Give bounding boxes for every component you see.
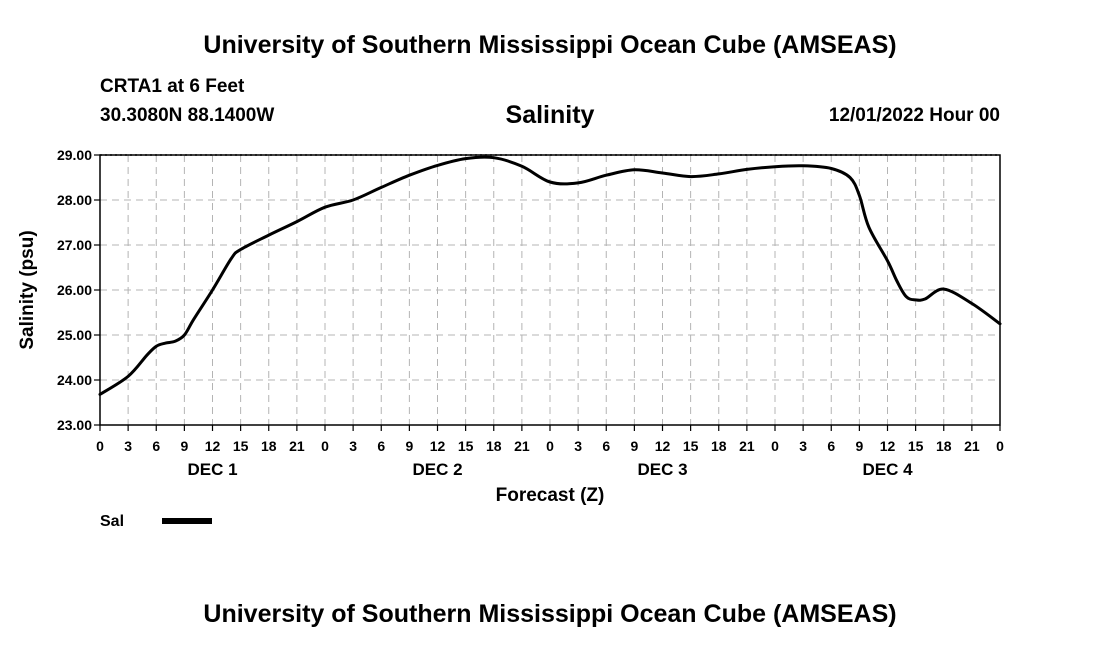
header-title: University of Southern Mississippi Ocean… xyxy=(203,31,897,59)
y-tick-label: 23.00 xyxy=(57,417,92,433)
axis-labels: 0 3 6 9 12 15 18 21 0 3 6 9 12 15 18 21 0 3 6 9 12 15 18 21 0 3 6 9… xyxy=(17,147,1004,506)
x-tick-label: 3 xyxy=(799,438,807,454)
x-tick-label: 9 xyxy=(855,438,863,454)
x-tick-label: 18 xyxy=(936,438,952,454)
x-tick-label: 12 xyxy=(205,438,221,454)
x-tick-label: 9 xyxy=(180,438,188,454)
y-tick-label: 24.00 xyxy=(57,372,92,388)
x-tick-label: 15 xyxy=(458,438,474,454)
x-tick-label: 18 xyxy=(711,438,727,454)
x-tick-label: 12 xyxy=(430,438,446,454)
day-label: DEC 2 xyxy=(412,460,462,479)
x-tick-label: 0 xyxy=(771,438,779,454)
axis-ticks xyxy=(94,154,1001,431)
x-tick-label: 0 xyxy=(321,438,329,454)
x-tick-label: 3 xyxy=(124,438,132,454)
x-tick-label: 15 xyxy=(683,438,699,454)
x-tick-label: 6 xyxy=(152,438,160,454)
x-tick-label: 21 xyxy=(514,438,530,454)
coordinates-label: 30.3080N 88.1400W xyxy=(100,105,275,126)
x-tick-label: 6 xyxy=(827,438,835,454)
y-tick-label: 29.00 xyxy=(57,147,92,163)
x-tick-label: 18 xyxy=(261,438,277,454)
x-tick-label: 9 xyxy=(405,438,413,454)
day-label: DEC 4 xyxy=(862,460,913,479)
x-tick-label: 6 xyxy=(602,438,610,454)
x-tick-label: 21 xyxy=(739,438,755,454)
legend-label: Sal xyxy=(100,513,124,530)
x-tick-label: 12 xyxy=(655,438,671,454)
chart-title: Salinity xyxy=(505,101,595,129)
x-tick-label: 9 xyxy=(630,438,638,454)
x-tick-label: 0 xyxy=(546,438,554,454)
x-tick-label: 21 xyxy=(289,438,305,454)
station-label: CRTA1 at 6 Feet xyxy=(100,76,245,97)
x-tick-label: 0 xyxy=(96,438,104,454)
x-axis-title: Forecast (Z) xyxy=(496,485,605,506)
x-tick-label: 6 xyxy=(377,438,385,454)
x-tick-label: 12 xyxy=(880,438,896,454)
y-tick-label: 25.00 xyxy=(57,327,92,343)
y-tick-label: 28.00 xyxy=(57,192,92,208)
x-tick-label: 3 xyxy=(574,438,582,454)
day-label: DEC 3 xyxy=(637,460,687,479)
day-label: DEC 1 xyxy=(187,460,237,479)
x-tick-label: 18 xyxy=(486,438,502,454)
salinity-series-line xyxy=(98,155,1002,396)
x-tick-label: 0 xyxy=(996,438,1004,454)
x-tick-label: 21 xyxy=(964,438,980,454)
y-tick-label: 27.00 xyxy=(57,237,92,253)
grid xyxy=(100,154,1000,425)
footer-title: University of Southern Mississippi Ocean… xyxy=(203,600,897,628)
forecast-datetime: 12/01/2022 Hour 00 xyxy=(828,105,1000,126)
y-axis-title: Salinity (psu) xyxy=(17,230,38,349)
x-tick-label: 3 xyxy=(349,438,357,454)
legend: Sal xyxy=(100,513,212,530)
x-tick-label: 15 xyxy=(908,438,924,454)
y-tick-label: 26.00 xyxy=(57,282,92,298)
x-tick-label: 15 xyxy=(233,438,249,454)
